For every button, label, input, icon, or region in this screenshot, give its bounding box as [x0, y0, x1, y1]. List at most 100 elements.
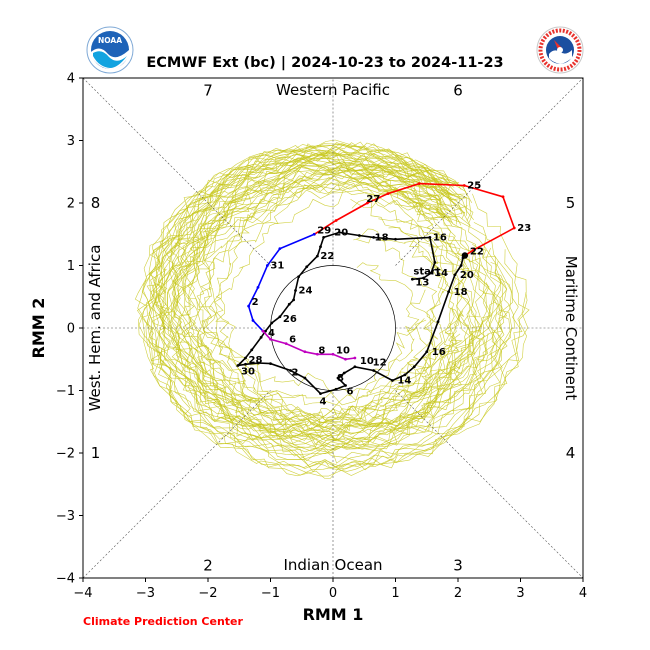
- day-label: 20: [334, 227, 348, 238]
- x-tick-label: 1: [391, 586, 399, 601]
- x-tick-label: 3: [516, 586, 524, 601]
- day-label: 22: [470, 247, 484, 258]
- ensemble-line: [166, 159, 467, 429]
- diagonal-guide: [395, 77, 584, 266]
- x-axis-label: RMM 1: [303, 605, 364, 624]
- track-point: [357, 234, 361, 237]
- phase-number: 1: [91, 444, 101, 462]
- track-point: [244, 356, 247, 360]
- nws-logo: [536, 26, 584, 74]
- phase-number: 4: [566, 444, 576, 462]
- ensemble-member-lines: [134, 139, 530, 479]
- day-label: 23: [517, 223, 531, 234]
- x-tick-label: 4: [579, 586, 587, 601]
- track-point: [372, 369, 376, 372]
- track-point: [312, 232, 316, 236]
- track-point: [305, 265, 309, 269]
- day-label: 4: [268, 328, 275, 339]
- region-label-bottom: Indian Ocean: [283, 556, 382, 574]
- region-label-left: West. Hem. and Africa: [86, 245, 104, 412]
- day-label: 14: [434, 268, 448, 279]
- region-label-top: Western Pacific: [276, 81, 390, 99]
- track-point: [501, 195, 505, 199]
- track-point: [278, 247, 282, 251]
- ensemble-line: [137, 151, 471, 464]
- track-point: [261, 329, 265, 333]
- track-point: [265, 264, 269, 267]
- track-point: [459, 264, 463, 267]
- noaa-logo: NOAA: [86, 26, 134, 74]
- day-label: 2: [292, 368, 299, 379]
- ensemble-line: [158, 177, 523, 476]
- day-label: 22: [320, 251, 334, 262]
- ensemble-line: [215, 189, 455, 433]
- ensemble-line: [168, 166, 481, 428]
- track-point: [428, 235, 432, 239]
- y-tick-label: 0: [67, 322, 75, 337]
- track-point: [337, 230, 341, 234]
- y-tick-label: 2: [67, 197, 75, 212]
- x-tick-label: 2: [454, 586, 462, 601]
- day-label: 12: [373, 358, 387, 369]
- ensemble-line: [156, 162, 462, 435]
- day-label: 25: [467, 181, 481, 192]
- track-point: [315, 352, 319, 356]
- track-point: [436, 320, 440, 324]
- track-point: [292, 298, 296, 302]
- day-label: 13: [415, 277, 429, 288]
- x-tick-label: −1: [261, 586, 280, 601]
- track-point: [269, 362, 272, 366]
- day-label: 16: [432, 347, 446, 358]
- end-marker: [461, 252, 469, 259]
- track-point: [447, 290, 451, 294]
- track-point: [365, 201, 369, 205]
- track-point: [403, 373, 407, 377]
- x-tick-label: −2: [198, 586, 217, 601]
- day-label: 20: [460, 270, 474, 281]
- phase-number: 5: [566, 194, 576, 212]
- track-point: [250, 348, 254, 352]
- ensemble-line: [170, 139, 501, 436]
- track-point: [297, 275, 301, 279]
- diagonal-guide: [395, 390, 584, 579]
- week3-track: [262, 330, 356, 361]
- ensemble-line: [148, 152, 530, 472]
- ensemble-line: [160, 159, 462, 441]
- track-point: [256, 361, 260, 365]
- forecast-tracks: [235, 182, 516, 396]
- track-point: [336, 376, 340, 380]
- track-point: [244, 362, 247, 366]
- day-label: 26: [283, 314, 297, 325]
- phase-number: 3: [453, 557, 463, 575]
- y-tick-label: −1: [56, 384, 75, 399]
- y-tick-label: 4: [67, 72, 75, 87]
- phase-number: 2: [203, 557, 213, 575]
- day-label: 6: [347, 387, 354, 398]
- track-point: [264, 329, 267, 333]
- y-axis-label: RMM 2: [29, 298, 48, 359]
- ensemble-line: [150, 152, 469, 454]
- week2-track: [247, 233, 315, 332]
- phase-number: 8: [91, 194, 101, 212]
- track-point: [289, 369, 292, 372]
- track-point: [278, 315, 282, 319]
- track-point: [269, 337, 272, 341]
- track-point: [429, 271, 433, 275]
- ensemble-line: [158, 150, 491, 434]
- ensemble-line: [136, 150, 503, 437]
- ensemble-line: [134, 149, 513, 479]
- track-point: [256, 285, 260, 289]
- track-point: [410, 277, 414, 281]
- region-label-right: Maritime Continent: [562, 256, 580, 401]
- day-label: 8: [337, 373, 344, 384]
- track-point: [344, 384, 347, 387]
- ensemble-line: [145, 146, 481, 433]
- track-point: [303, 376, 307, 380]
- track-point: [512, 226, 516, 230]
- track-point: [433, 260, 437, 264]
- ensemble-line: [142, 143, 502, 468]
- day-label: 29: [317, 225, 331, 236]
- y-tick-label: −3: [56, 509, 75, 524]
- track-point: [417, 182, 421, 186]
